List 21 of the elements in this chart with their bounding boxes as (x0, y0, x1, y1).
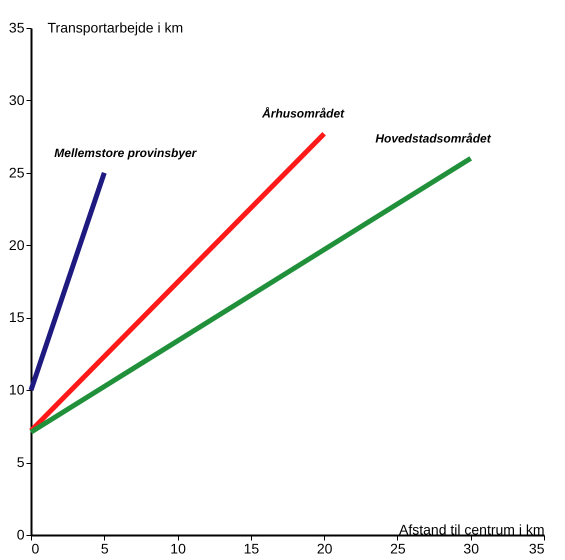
y-tick-label: 15 (8, 309, 25, 326)
x-tick-label: 30 (463, 540, 480, 556)
y-tick-label: 35 (8, 20, 25, 36)
y-tick-label: 30 (8, 92, 25, 108)
x-axis-title: Afstand til centrum i km (399, 522, 544, 538)
y-tick-label: 0 (16, 526, 25, 542)
x-tick-label: 0 (32, 540, 40, 556)
y-axis-title: Transportarbejde i km (48, 20, 184, 36)
x-tick-label: 5 (100, 540, 109, 556)
x-tick-label: 10 (170, 540, 186, 556)
x-tick-label: 25 (390, 540, 406, 556)
x-tick-label: 35 (528, 540, 545, 556)
y-tick-label: 10 (8, 382, 25, 398)
x-tick-label: 15 (244, 540, 260, 556)
y-tick-label: 25 (8, 164, 25, 180)
series-label: Århusområdet (261, 106, 346, 121)
x-tick-label: 20 (316, 540, 333, 556)
y-tick-label: 20 (8, 236, 25, 253)
text: Mellemstore provinsbyer (54, 146, 198, 160)
y-tick-label: 5 (16, 454, 25, 470)
series-label: Hovedstadsområdet (375, 131, 492, 146)
